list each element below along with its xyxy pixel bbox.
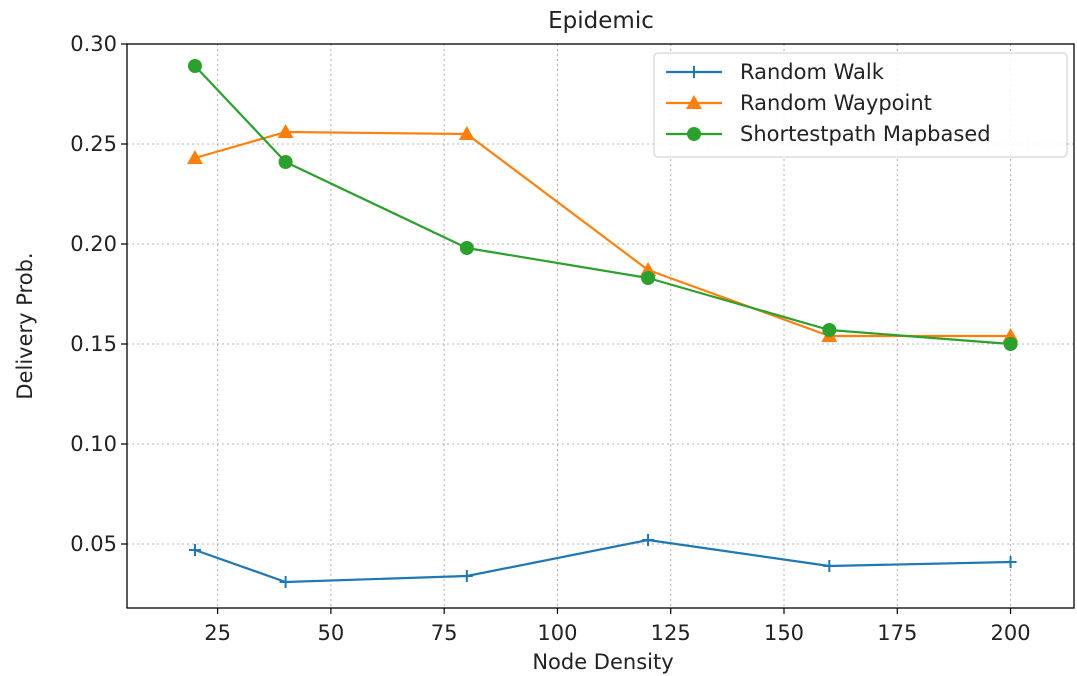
legend-item: Random Walk xyxy=(666,60,885,84)
data-point xyxy=(1003,337,1018,351)
chart-title: Epidemic xyxy=(548,8,654,34)
data-point xyxy=(188,544,201,556)
data-point xyxy=(460,570,473,582)
legend-label: Random Walk xyxy=(740,60,885,84)
data-point xyxy=(278,155,293,169)
series-line xyxy=(194,538,1011,584)
plot-frame xyxy=(126,43,1075,609)
x-tick-label: 125 xyxy=(651,621,691,645)
data-point xyxy=(277,124,294,138)
data-point xyxy=(641,271,656,285)
y-tick-label: 0.25 xyxy=(70,132,117,156)
data-point xyxy=(823,560,836,572)
data-point xyxy=(187,59,202,73)
y-tick-label: 0.05 xyxy=(70,532,117,556)
legend-item: Shortestpath Mapbased xyxy=(666,122,991,146)
x-tick-label: 150 xyxy=(764,621,804,645)
grid xyxy=(127,43,1074,608)
series-line xyxy=(194,65,1011,346)
data-point xyxy=(459,241,474,255)
data-point xyxy=(186,150,203,164)
x-tick-label: 175 xyxy=(877,621,917,645)
legend-marker xyxy=(687,127,701,141)
y-tick-label: 0.15 xyxy=(70,332,117,356)
x-tick-label: 200 xyxy=(991,621,1031,645)
x-tick-label: 75 xyxy=(431,621,458,645)
legend-item: Random Waypoint xyxy=(666,91,932,115)
legend-label: Shortestpath Mapbased xyxy=(740,122,991,146)
y-tick-label: 0.30 xyxy=(70,32,117,56)
x-tick-label: 50 xyxy=(318,621,345,645)
legend-box xyxy=(653,52,1068,158)
y-tick-label: 0.10 xyxy=(70,432,117,456)
data-point xyxy=(1004,556,1017,568)
y-tick-label: 0.20 xyxy=(70,232,117,256)
x-tick-label: 100 xyxy=(537,621,577,645)
axis-ticks: 25 50 75 100 125 150 175 200 0.05 0.10 0.15 0.20 0.2… xyxy=(70,32,1030,645)
series-line xyxy=(194,130,1011,338)
series-group xyxy=(186,59,1019,588)
series-random-walk xyxy=(188,534,1017,588)
x-axis-label: Node Density xyxy=(532,650,673,674)
data-point xyxy=(642,534,655,546)
legend-marker xyxy=(686,95,702,109)
series-shortestpath-mapbased xyxy=(187,59,1018,351)
legend-label: Random Waypoint xyxy=(740,91,932,115)
data-point xyxy=(822,323,837,337)
x-tick-label: 25 xyxy=(204,621,231,645)
data-point xyxy=(458,126,475,140)
data-point xyxy=(279,576,292,588)
legend: Random Walk Random Waypoint Shortestpath M… xyxy=(653,52,1068,158)
legend-marker xyxy=(688,66,700,78)
y-axis-label: Delivery Prob. xyxy=(13,252,37,399)
